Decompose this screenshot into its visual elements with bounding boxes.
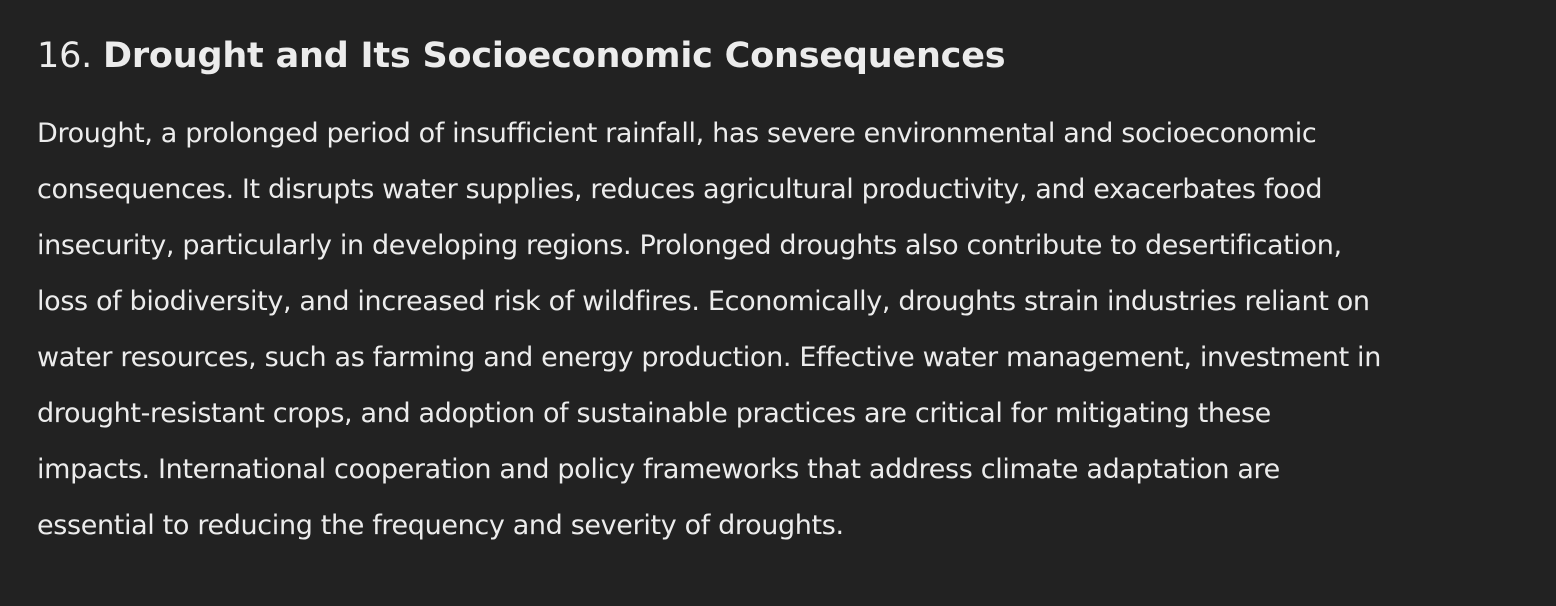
paragraph-line: consequences. It disrupts water supplies…	[37, 174, 1323, 205]
paragraph-line: impacts. International cooperation and p…	[37, 454, 1280, 485]
paragraph-line: essential to reducing the frequency and …	[37, 510, 844, 541]
section-heading: 16. Drought and Its Socioeconomic Conseq…	[37, 30, 1496, 82]
body-paragraph: Drought, a prolonged period of insuffici…	[37, 106, 1496, 554]
section-number: 16.	[37, 36, 93, 76]
paragraph-line: insecurity, particularly in developing r…	[37, 230, 1342, 261]
paragraph-line: drought-resistant crops, and adoption of…	[37, 398, 1271, 429]
section-title: Drought and Its Socioeconomic Consequenc…	[103, 36, 1006, 76]
paragraph-line: water resources, such as farming and ene…	[37, 342, 1381, 373]
paragraph-line: Drought, a prolonged period of insuffici…	[37, 118, 1317, 149]
paragraph-line: loss of biodiversity, and increased risk…	[37, 286, 1370, 317]
